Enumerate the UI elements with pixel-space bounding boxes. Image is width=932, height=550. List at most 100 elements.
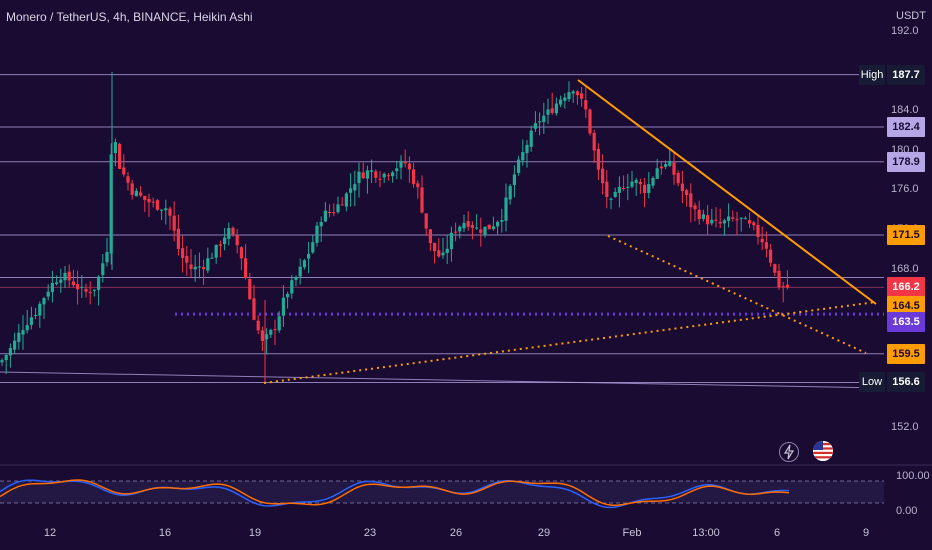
candle-body	[235, 235, 239, 246]
candle-body	[239, 247, 243, 259]
candle-body	[496, 221, 500, 227]
trend-lines	[263, 79, 877, 384]
price-tick: 184.0	[891, 104, 919, 117]
level-line	[0, 371, 885, 389]
candle-body	[475, 227, 479, 229]
candle-body	[269, 329, 273, 335]
candle-body	[34, 314, 38, 316]
candle-body	[38, 303, 42, 316]
candle-body	[113, 142, 117, 154]
candle-body	[256, 320, 260, 331]
candle-body	[46, 291, 50, 297]
time-tick: 19	[248, 527, 262, 539]
candle-body	[777, 270, 781, 288]
candles	[0, 72, 789, 383]
lightning-icon[interactable]	[779, 442, 799, 462]
candle-body	[13, 340, 17, 350]
us-flag-icon[interactable]	[813, 441, 833, 461]
candle-body	[458, 226, 462, 232]
candle-body	[176, 228, 180, 249]
candle-body	[630, 181, 634, 187]
price-tag: 171.5	[887, 224, 925, 245]
candle-body	[714, 219, 718, 221]
candle-body	[248, 279, 252, 300]
candle-body	[416, 183, 420, 188]
candle-body	[185, 256, 189, 263]
candle-body	[407, 163, 411, 170]
candle-body	[491, 226, 495, 230]
candle-body	[706, 215, 710, 225]
candle-body	[466, 221, 470, 227]
candle-body	[433, 242, 437, 252]
candle-body	[542, 115, 546, 123]
price-tag: 182.4	[887, 117, 925, 138]
candle-body	[357, 171, 361, 184]
candle-body	[130, 183, 134, 195]
candle-body	[307, 253, 311, 259]
candle-body	[349, 188, 353, 193]
candle-body	[571, 91, 575, 94]
candle-body	[260, 330, 264, 342]
candle-body	[710, 219, 714, 224]
candle-body	[370, 170, 374, 172]
candle-body	[601, 168, 605, 184]
candle-body	[206, 258, 210, 271]
candle-body	[374, 171, 378, 178]
candle-body	[781, 286, 785, 288]
candle-body	[550, 108, 554, 114]
candle-body	[97, 276, 101, 290]
candle-body	[500, 220, 504, 222]
candle-body	[71, 281, 75, 286]
candle-body	[244, 258, 248, 278]
candle-body	[323, 210, 327, 222]
candle-body	[277, 316, 281, 331]
candle-body	[193, 266, 197, 270]
candle-body	[428, 229, 432, 244]
candle-body	[685, 190, 689, 196]
candle-body	[0, 360, 4, 363]
candle-body	[403, 161, 407, 164]
candle-body	[668, 160, 672, 166]
time-tick: 6	[773, 527, 781, 539]
candle-body	[42, 298, 46, 305]
candle-body	[752, 222, 756, 226]
candle-body	[739, 217, 743, 219]
candle-body	[8, 348, 12, 356]
candle-body	[412, 169, 416, 185]
price-tag: 159.5	[887, 343, 925, 364]
candle-body	[785, 284, 789, 288]
candle-body	[512, 174, 516, 186]
level-lines	[0, 74, 885, 389]
candle-body	[311, 242, 315, 253]
candle-body	[63, 272, 67, 281]
candle-body	[727, 216, 731, 221]
osc-tick-100: 100.00	[896, 470, 930, 482]
candle-body	[281, 297, 285, 316]
currency-label: USDT	[896, 10, 926, 22]
candle-body	[647, 184, 651, 193]
candle-body	[92, 289, 96, 291]
osc-band	[0, 481, 884, 503]
candle-body	[617, 186, 621, 193]
candle-body	[25, 325, 29, 331]
price-tag: 178.9	[887, 151, 925, 172]
candle-body	[769, 249, 773, 263]
candle-body	[50, 282, 54, 293]
price-tick: 168.0	[891, 262, 919, 275]
candle-body	[559, 99, 563, 105]
candle-body	[88, 292, 92, 294]
candle-body	[223, 237, 227, 245]
candle-body	[424, 213, 428, 229]
candle-body	[643, 184, 647, 194]
candle-body	[4, 355, 8, 361]
candle-body	[344, 193, 348, 207]
candle-body	[538, 121, 542, 123]
price-tag: 163.5	[887, 312, 925, 333]
candle-body	[273, 329, 277, 331]
candle-body	[580, 93, 584, 99]
candle-body	[441, 252, 445, 256]
candle-body	[567, 92, 571, 100]
candle-body	[298, 266, 302, 277]
